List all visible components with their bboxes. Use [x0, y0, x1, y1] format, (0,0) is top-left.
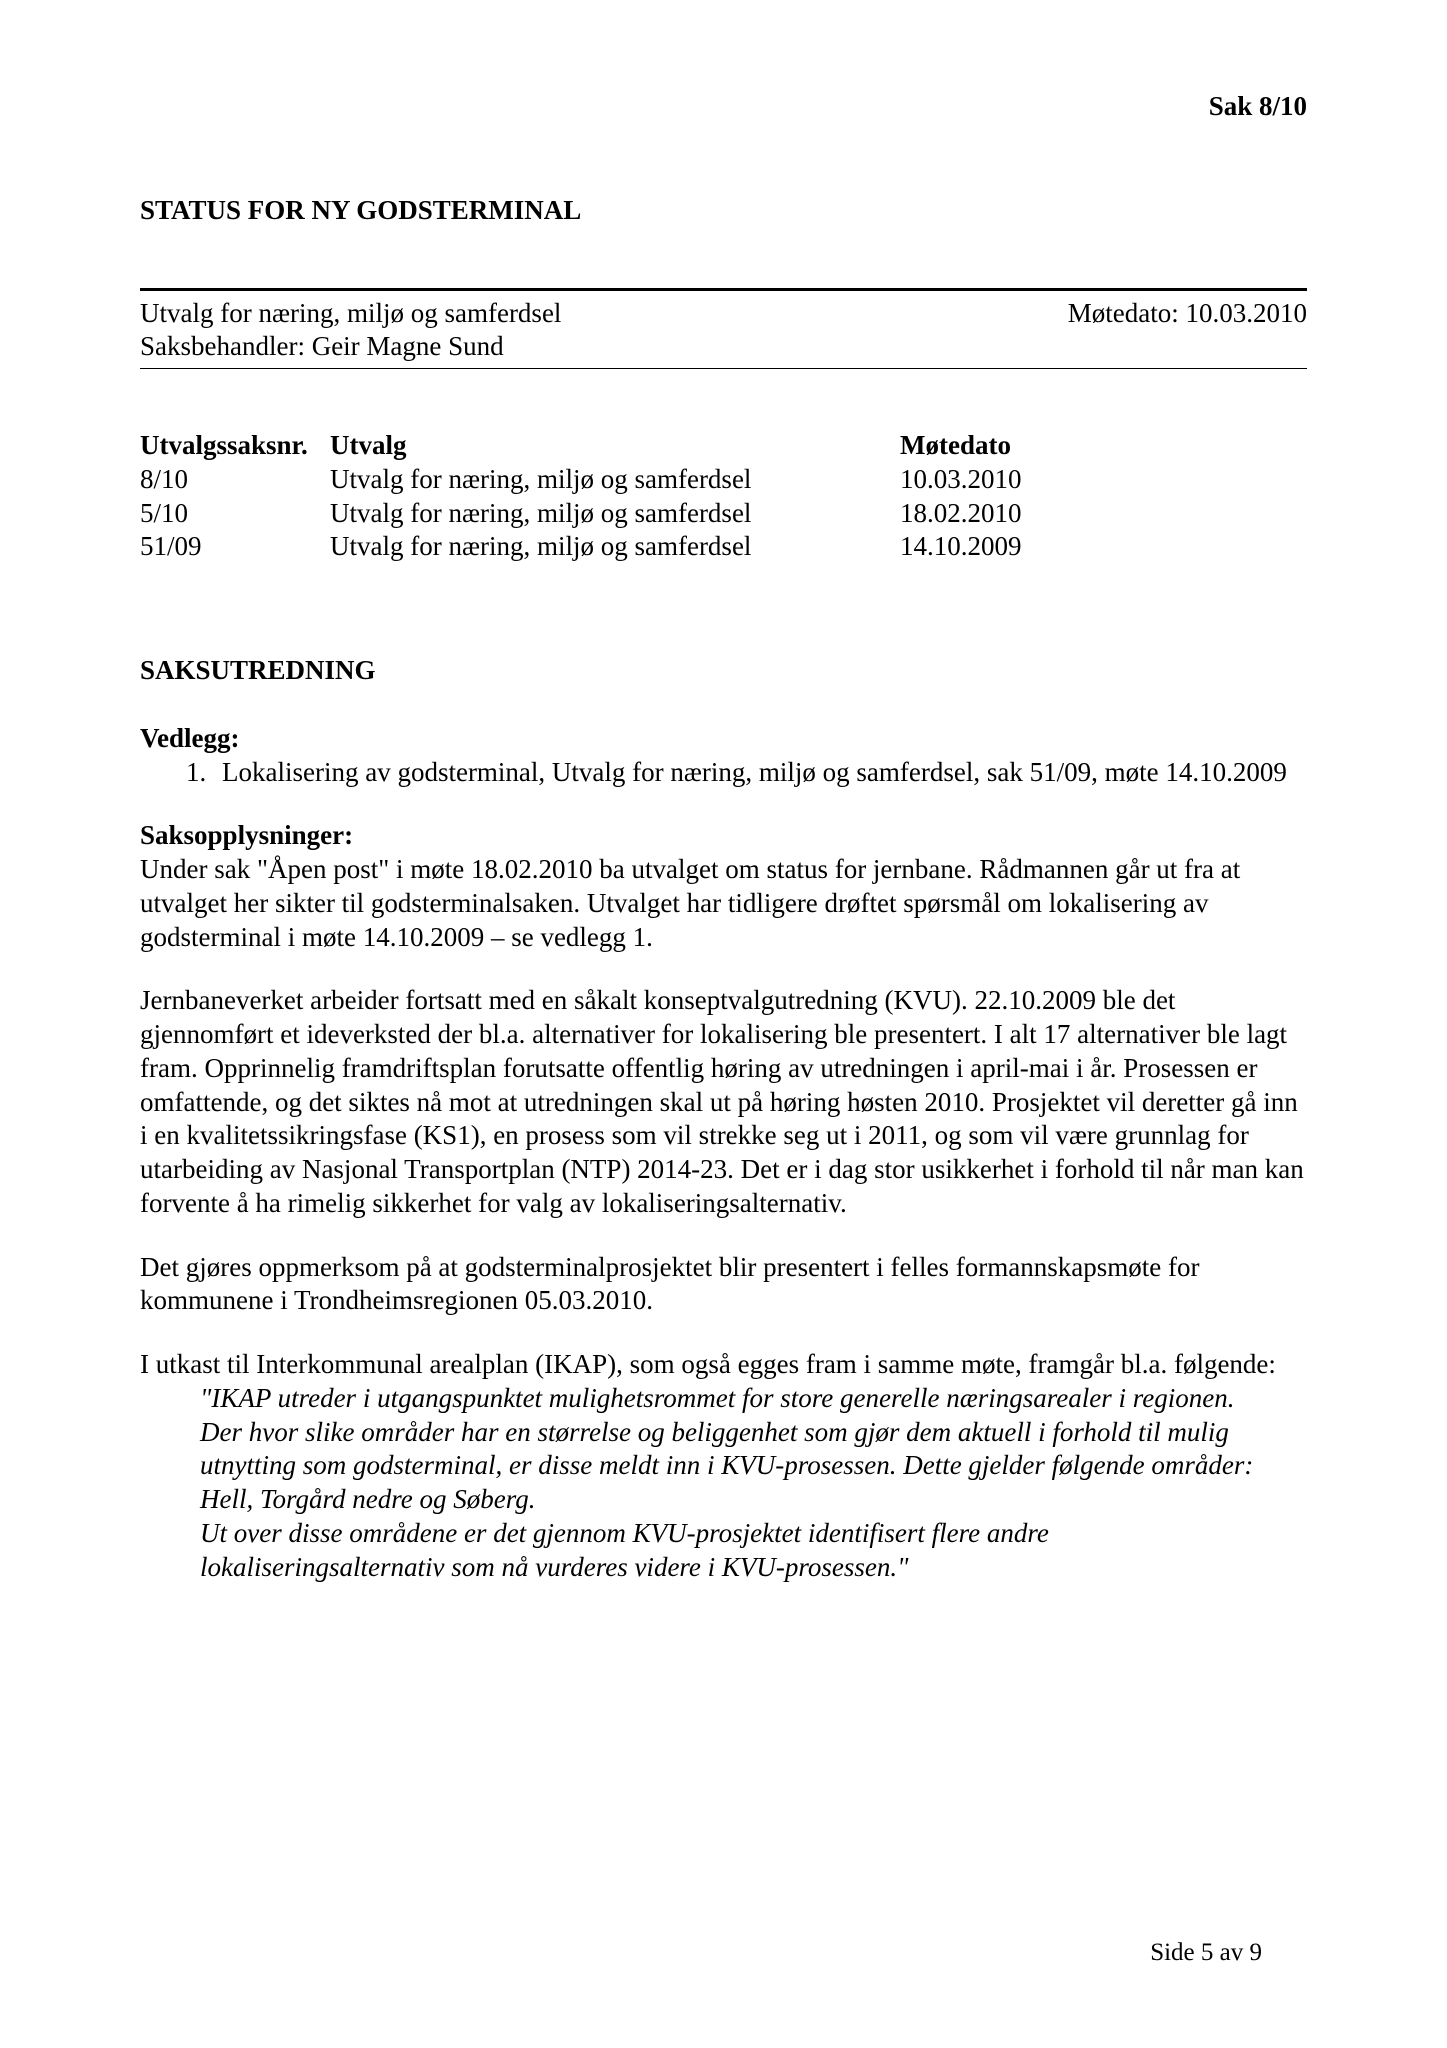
col-header-saksnr: Utvalgssaksnr.	[140, 429, 330, 463]
table-row: 8/10 Utvalg for næring, miljø og samferd…	[140, 463, 1307, 497]
committee-name: Utvalg for næring, miljø og samferdsel	[140, 297, 561, 331]
cell-saksnr: 5/10	[140, 497, 330, 531]
table-row: 5/10 Utvalg for næring, miljø og samferd…	[140, 497, 1307, 531]
section-saksutredning: SAKSUTREDNING	[140, 654, 1307, 688]
page-number: Side 5 av 9	[1150, 1937, 1262, 1968]
cell-saksnr: 8/10	[140, 463, 330, 497]
quote-paragraph: "IKAP utreder i utgangspunktet mulighets…	[200, 1382, 1257, 1517]
case-handler: Saksbehandler: Geir Magne Sund	[140, 330, 1307, 364]
body-paragraph: I utkast til Interkommunal arealplan (IK…	[140, 1348, 1307, 1382]
cell-motedato: 14.10.2009	[900, 530, 1022, 564]
meeting-date: Møtedato: 10.03.2010	[1068, 297, 1307, 331]
subhead-vedlegg: Vedlegg:	[140, 722, 1307, 756]
attachment-list-item: 1. Lokalisering av godsterminal, Utvalg …	[186, 756, 1307, 790]
document-page: Sak 8/10 STATUS FOR NY GODSTERMINAL Utva…	[0, 0, 1447, 2048]
cell-saksnr: 51/09	[140, 530, 330, 564]
cell-motedato: 18.02.2010	[900, 497, 1022, 531]
meeting-info-block: Utvalg for næring, miljø og samferdsel M…	[140, 288, 1307, 370]
col-header-motedato: Møtedato	[900, 429, 1011, 463]
case-number: Sak 8/10	[140, 90, 1307, 124]
list-number: 1.	[186, 756, 222, 790]
quote-paragraph: Ut over disse områdene er det gjennom KV…	[200, 1517, 1257, 1585]
subhead-saksopplysninger: Saksopplysninger:	[140, 819, 1307, 853]
list-text: Lokalisering av godsterminal, Utvalg for…	[222, 756, 1307, 790]
cell-motedato: 10.03.2010	[900, 463, 1022, 497]
table-row: 51/09 Utvalg for næring, miljø og samfer…	[140, 530, 1307, 564]
committee-history-table: Utvalgssaksnr. Utvalg Møtedato 8/10 Utva…	[140, 429, 1307, 564]
body-paragraph: Jernbaneverket arbeider fortsatt med en …	[140, 984, 1307, 1220]
body-paragraph: Under sak "Åpen post" i møte 18.02.2010 …	[140, 853, 1307, 954]
body-paragraph: Det gjøres oppmerksom på at godsterminal…	[140, 1251, 1307, 1319]
col-header-utvalg: Utvalg	[330, 429, 900, 463]
cell-utvalg: Utvalg for næring, miljø og samferdsel	[330, 530, 900, 564]
cell-utvalg: Utvalg for næring, miljø og samferdsel	[330, 463, 900, 497]
table-header-row: Utvalgssaksnr. Utvalg Møtedato	[140, 429, 1307, 463]
document-title: STATUS FOR NY GODSTERMINAL	[140, 194, 1307, 228]
cell-utvalg: Utvalg for næring, miljø og samferdsel	[330, 497, 900, 531]
